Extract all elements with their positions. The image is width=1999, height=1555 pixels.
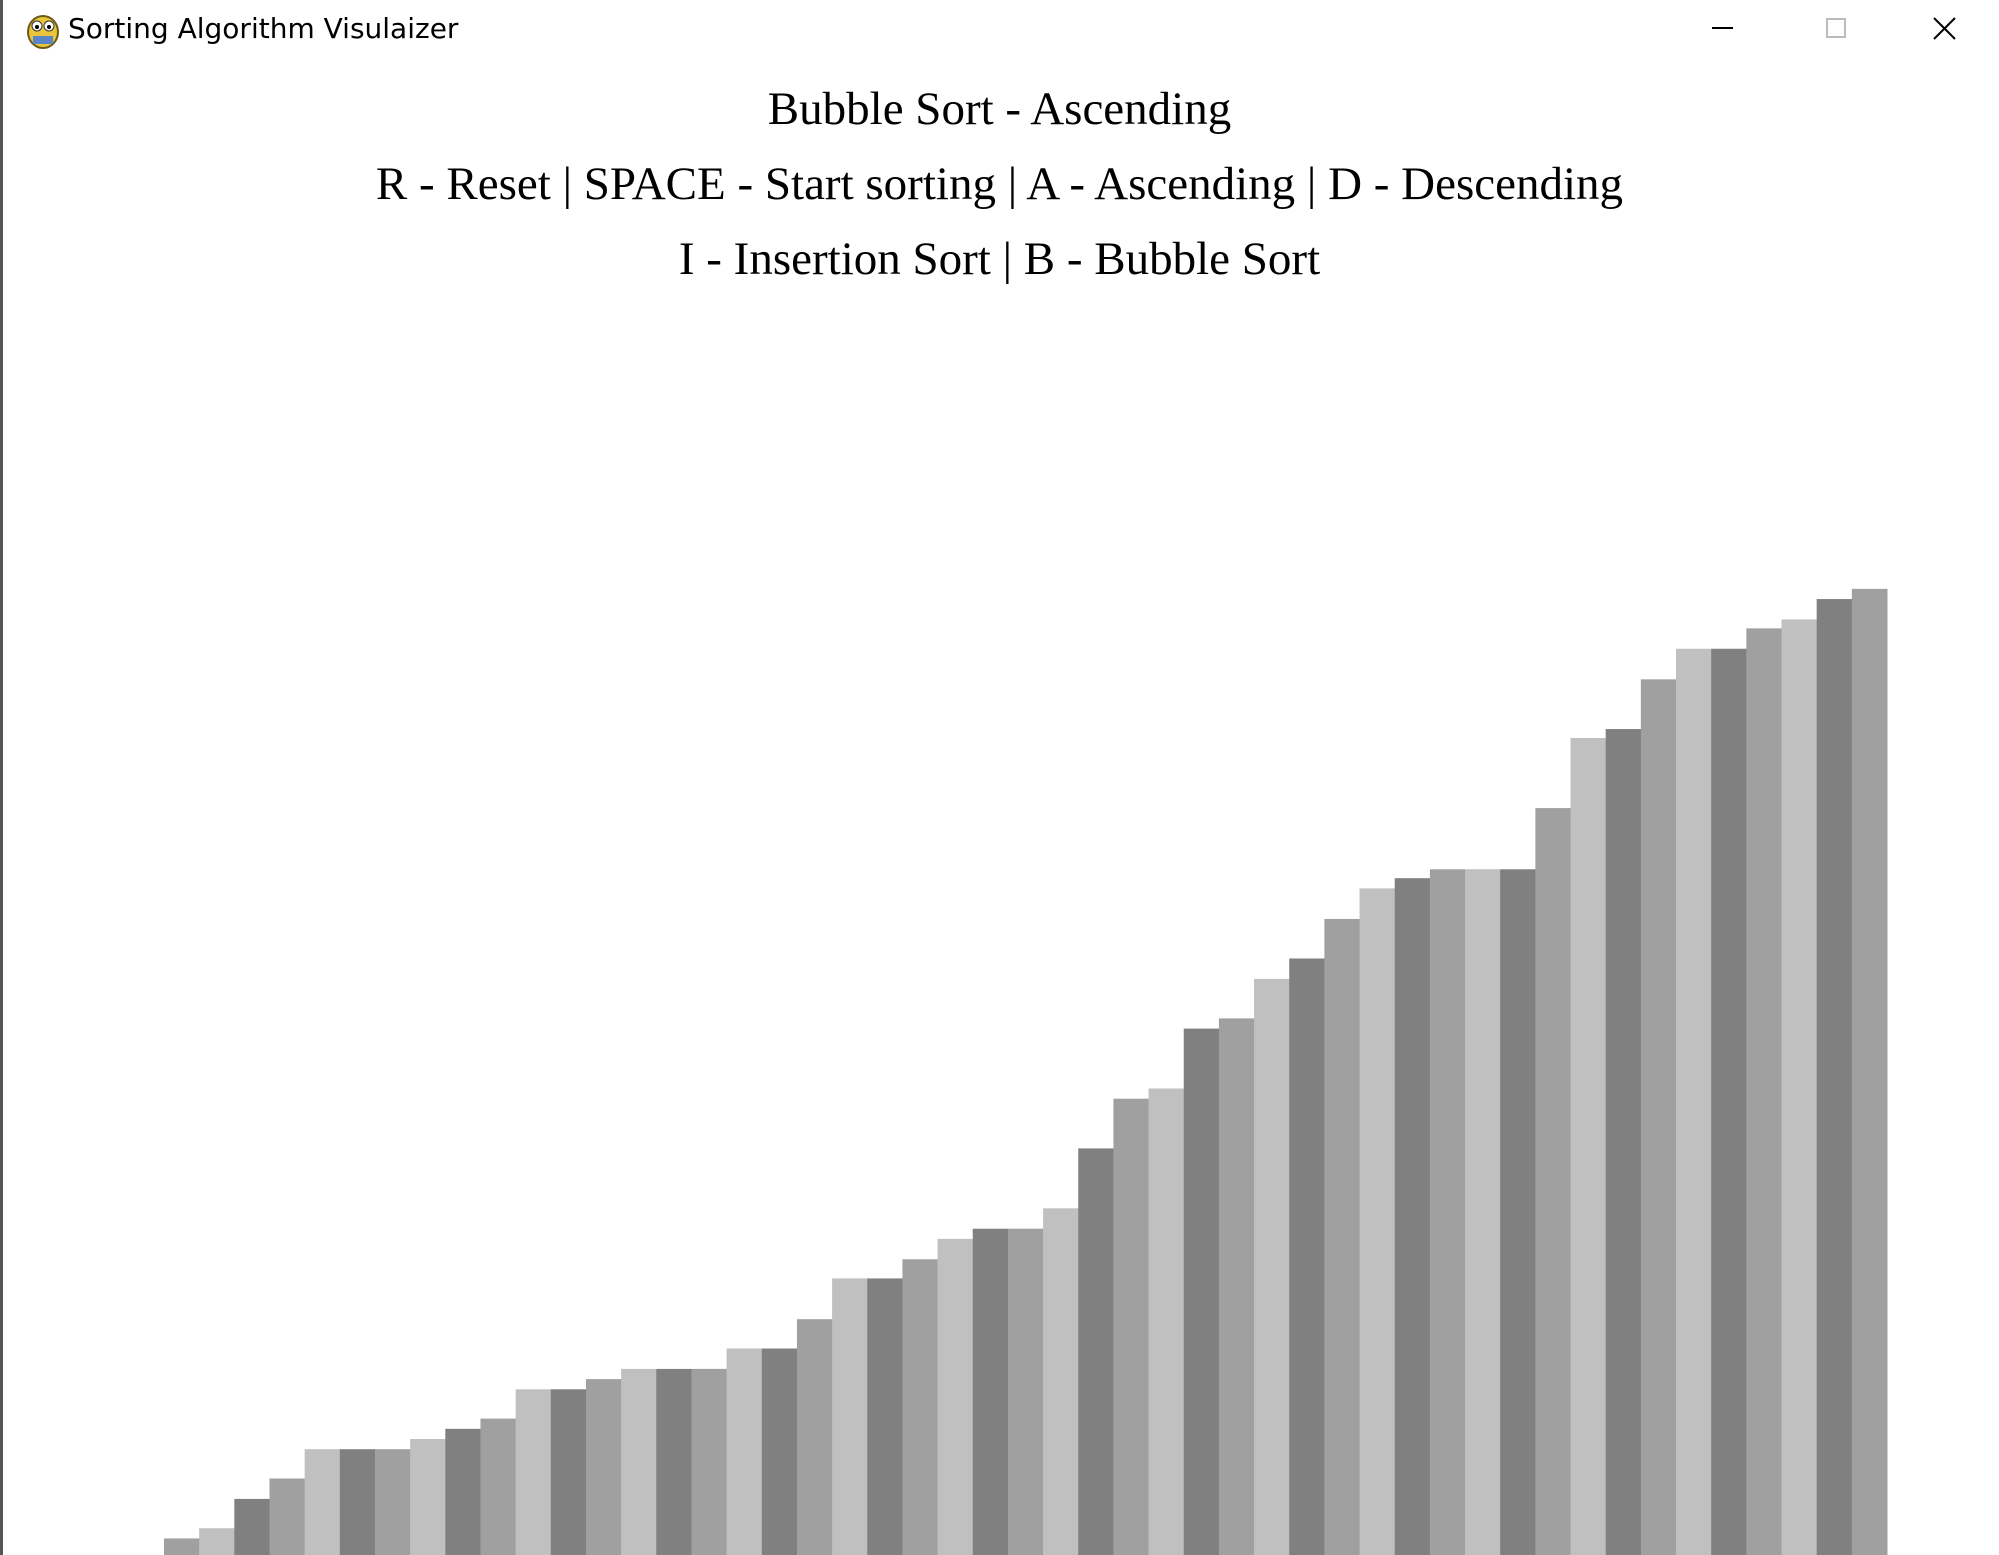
bar <box>1254 978 1290 1555</box>
bar <box>1711 648 1747 1555</box>
algorithm-title: Bubble Sort - Ascending <box>767 83 1232 135</box>
bar <box>164 1538 200 1555</box>
bar <box>1851 588 1888 1555</box>
bar <box>410 1439 446 1555</box>
app-icon <box>27 15 59 49</box>
bar <box>374 1449 411 1555</box>
bar <box>445 1428 481 1555</box>
controls-line: I - Insertion Sort | B - Bubble Sort <box>678 233 1321 285</box>
title-bar: Sorting Algorithm Visulaizer <box>0 0 1999 60</box>
bar <box>1781 619 1818 1555</box>
bar <box>621 1368 657 1555</box>
bar <box>937 1238 974 1555</box>
bar <box>761 1348 798 1555</box>
bar <box>1535 808 1572 1555</box>
bar <box>1605 729 1642 1555</box>
bar <box>1465 869 1501 1555</box>
bar <box>1816 599 1853 1555</box>
bar <box>1218 1018 1255 1555</box>
controls-line: R - Reset | SPACE - Start sorting | A - … <box>375 158 1624 210</box>
close-button[interactable] <box>1889 0 1999 60</box>
bar <box>972 1228 1009 1555</box>
bar <box>1746 628 1783 1555</box>
bar <box>550 1389 587 1555</box>
bar <box>832 1278 868 1555</box>
bar <box>1113 1098 1150 1555</box>
bar <box>867 1278 903 1555</box>
bar <box>1183 1028 1220 1555</box>
bar <box>1289 958 1325 1555</box>
bar <box>1429 869 1466 1555</box>
bar <box>796 1319 833 1555</box>
bar <box>691 1368 728 1555</box>
bar <box>1500 869 1536 1555</box>
bar <box>304 1449 341 1555</box>
bar <box>269 1478 306 1555</box>
bar <box>234 1498 270 1555</box>
maximize-button[interactable] <box>1781 0 1891 60</box>
bar <box>1324 918 1361 1555</box>
bar <box>1640 679 1677 1555</box>
bar <box>726 1348 763 1555</box>
window-title: Sorting Algorithm Visulaizer <box>68 12 459 45</box>
bar <box>1570 737 1607 1555</box>
bar <box>1007 1228 1044 1555</box>
bar <box>480 1418 517 1555</box>
bar <box>656 1368 692 1555</box>
window-border <box>0 0 3 1555</box>
bar <box>1359 888 1396 1555</box>
bar <box>1394 878 1431 1555</box>
bar <box>339 1449 376 1555</box>
bar <box>515 1389 552 1555</box>
bar <box>199 1528 235 1555</box>
minimize-button[interactable] <box>1667 0 1777 60</box>
bar <box>1148 1088 1185 1555</box>
bar <box>1676 648 1712 1555</box>
bar <box>1043 1208 1079 1555</box>
bar <box>585 1379 622 1555</box>
bar <box>1078 1148 1114 1555</box>
bar <box>902 1259 939 1555</box>
